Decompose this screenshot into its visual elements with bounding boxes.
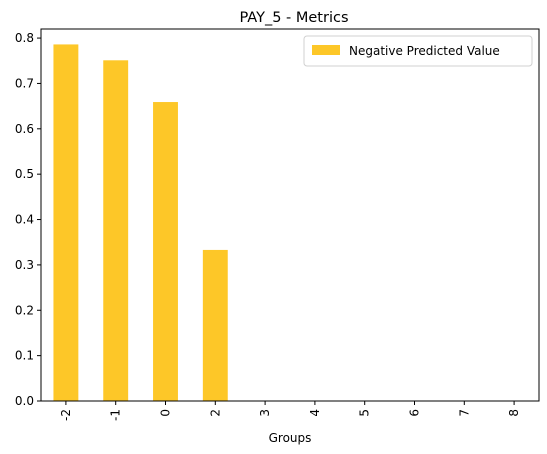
legend-box bbox=[303, 35, 533, 67]
bar--2 bbox=[53, 44, 79, 402]
bar--1 bbox=[103, 60, 129, 402]
x-tick-label-5: 5 bbox=[358, 409, 372, 417]
bar-2 bbox=[202, 249, 228, 401]
x-tick-label-0: 0 bbox=[159, 409, 173, 417]
y-tick-label-7: 0.7 bbox=[15, 76, 34, 90]
x-tick-label-8: 8 bbox=[507, 409, 521, 417]
x-axis-label: Groups bbox=[269, 431, 312, 445]
y-axis: 0.0 0.1 0.2 0.3 0.4 0.5 0.6 0.7 0.8 bbox=[15, 31, 41, 408]
x-tick-label-7: 7 bbox=[457, 409, 471, 417]
chart-title: PAY_5 - Metrics bbox=[239, 10, 348, 26]
y-tick-label-3: 0.3 bbox=[15, 258, 34, 272]
plot-frame bbox=[40, 28, 540, 402]
y-tick-label-4: 0.4 bbox=[15, 213, 34, 227]
x-tick-label-2: 2 bbox=[208, 409, 222, 417]
x-axis: -2 -1 0 2 3 4 5 6 7 8 bbox=[59, 401, 521, 421]
y-tick-label-2: 0.2 bbox=[15, 303, 34, 317]
y-tick-label-6: 0.6 bbox=[15, 122, 34, 136]
y-tick-label-0: 0.0 bbox=[15, 394, 34, 408]
y-tick-label-5: 0.5 bbox=[15, 167, 34, 181]
legend-swatch bbox=[312, 45, 340, 55]
x-tick-label-3: 3 bbox=[258, 409, 272, 417]
x-tick-label--2: -2 bbox=[59, 409, 73, 421]
x-tick-label--1: -1 bbox=[109, 409, 123, 421]
y-tick-label-1: 0.1 bbox=[15, 349, 34, 363]
x-tick-label-4: 4 bbox=[308, 409, 322, 417]
x-tick-label-6: 6 bbox=[408, 409, 422, 417]
bar-0 bbox=[153, 102, 178, 401]
legend-label: Negative Predicted Value bbox=[349, 44, 500, 58]
legend: Negative Predicted Value bbox=[303, 35, 533, 67]
y-tick-label-8: 0.8 bbox=[15, 31, 34, 45]
bars-group bbox=[53, 44, 228, 402]
